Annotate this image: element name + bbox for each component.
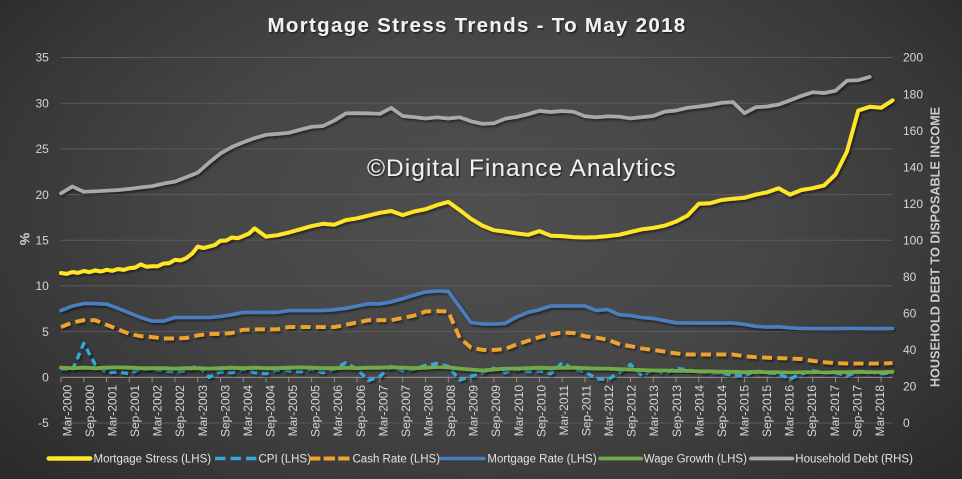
svg-text:Sep-2007: Sep-2007 [399,385,413,437]
svg-text:Mar-2011: Mar-2011 [557,385,571,436]
svg-text:20: 20 [35,188,49,202]
svg-text:0: 0 [903,416,910,430]
svg-text:-5: -5 [38,416,49,430]
svg-text:Sep-2002: Sep-2002 [173,385,187,437]
svg-text:Sep-2011: Sep-2011 [580,385,594,436]
svg-text:Mar-2001: Mar-2001 [106,385,120,437]
svg-text:Sep-2009: Sep-2009 [489,385,503,437]
svg-text:60: 60 [903,307,917,321]
svg-text:Mar-2008: Mar-2008 [422,385,436,437]
svg-text:©Digital Finance Analytics: ©Digital Finance Analytics [367,155,677,182]
svg-text:0: 0 [42,371,49,385]
svg-text:Mar-2015: Mar-2015 [738,385,752,437]
svg-text:%: % [17,232,33,245]
svg-text:Mar-2018: Mar-2018 [873,385,887,437]
svg-text:160: 160 [903,124,923,138]
svg-text:Sep-2015: Sep-2015 [760,385,774,437]
svg-text:Mar-2010: Mar-2010 [512,385,526,437]
svg-text:35: 35 [35,51,49,65]
svg-text:Sep-2003: Sep-2003 [218,385,232,437]
svg-text:Mar-2004: Mar-2004 [241,385,255,437]
svg-text:Cash Rate (LHS): Cash Rate (LHS) [353,453,441,465]
svg-text:10: 10 [35,279,49,293]
svg-text:Mortgage Stress Trends - To Ma: Mortgage Stress Trends - To May 2018 [268,14,687,37]
svg-text:Mar-2014: Mar-2014 [692,385,706,437]
svg-text:120: 120 [903,197,923,211]
svg-text:Sep-2012: Sep-2012 [625,385,639,437]
svg-text:Mortgage Rate (LHS): Mortgage Rate (LHS) [487,453,596,465]
svg-text:Sep-2004: Sep-2004 [264,385,278,437]
svg-text:Sep-2008: Sep-2008 [444,385,458,437]
svg-text:Mar-2003: Mar-2003 [196,385,210,437]
svg-text:Sep-2010: Sep-2010 [534,385,548,437]
svg-text:Mar-2016: Mar-2016 [783,385,797,437]
svg-text:200: 200 [903,51,923,65]
svg-text:Sep-2001: Sep-2001 [128,385,142,437]
svg-text:Mar-2007: Mar-2007 [376,385,390,437]
svg-text:40: 40 [903,343,917,357]
svg-text:Mar-2013: Mar-2013 [647,385,661,437]
svg-text:Mar-2000: Mar-2000 [60,385,74,437]
svg-text:Sep-2017: Sep-2017 [850,385,864,437]
svg-text:Sep-2005: Sep-2005 [309,385,323,437]
svg-text:Mar-2006: Mar-2006 [331,385,345,437]
svg-text:CPI (LHS): CPI (LHS) [259,453,312,465]
svg-text:Household Debt (RHS): Household Debt (RHS) [795,453,913,465]
svg-text:25: 25 [35,142,49,156]
svg-text:Mortgage Stress (LHS): Mortgage Stress (LHS) [94,453,212,465]
svg-text:Sep-2006: Sep-2006 [354,385,368,437]
svg-text:HOUSEHOLD DEBT TO DISPOSABLE I: HOUSEHOLD DEBT TO DISPOSABLE INCOME [929,107,943,387]
svg-text:Wage Growth (LHS): Wage Growth (LHS) [644,453,747,465]
svg-text:Sep-2016: Sep-2016 [805,385,819,437]
svg-text:Mar-2005: Mar-2005 [286,385,300,437]
svg-text:Mar-2012: Mar-2012 [602,385,616,437]
svg-text:100: 100 [903,233,923,247]
svg-text:30: 30 [35,96,49,110]
svg-text:Sep-2000: Sep-2000 [83,385,97,437]
svg-text:Mar-2017: Mar-2017 [828,385,842,437]
svg-text:140: 140 [903,160,923,174]
svg-text:Sep-2013: Sep-2013 [670,385,684,437]
svg-text:Sep-2014: Sep-2014 [715,385,729,437]
svg-text:20: 20 [903,380,917,394]
svg-text:5: 5 [42,325,49,339]
svg-text:80: 80 [903,270,917,284]
svg-text:Mar-2002: Mar-2002 [151,385,165,437]
svg-text:15: 15 [35,233,49,247]
svg-text:Mar-2009: Mar-2009 [467,385,481,437]
svg-text:180: 180 [903,87,923,101]
